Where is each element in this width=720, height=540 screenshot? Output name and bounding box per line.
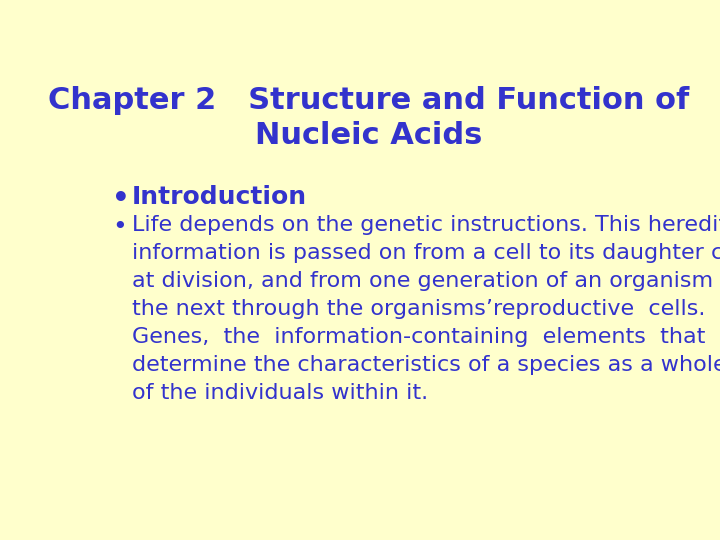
- Text: Introduction: Introduction: [132, 185, 307, 210]
- Text: •: •: [112, 185, 130, 213]
- Text: •: •: [112, 215, 127, 239]
- Text: Life depends on the genetic instructions. This hereditary
information is passed : Life depends on the genetic instructions…: [132, 215, 720, 403]
- Text: Chapter 2   Structure and Function of
Nucleic Acids: Chapter 2 Structure and Function of Nucl…: [48, 85, 690, 151]
